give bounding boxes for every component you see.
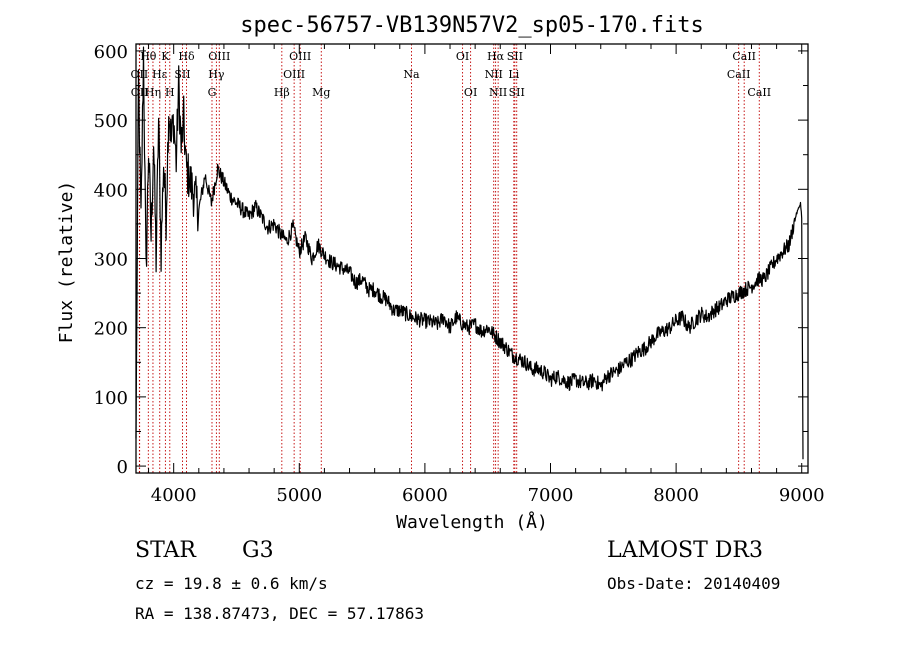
y-tick-label-2: 200 — [94, 319, 128, 340]
line-label-17: OI — [456, 50, 469, 63]
x-tick-label-3: 7000 — [528, 485, 574, 506]
chart-title: spec-56757-VB139N57V2_sp05-170.fits — [240, 13, 704, 38]
object-class: STAR — [135, 538, 196, 563]
y-tick-label-1: 100 — [94, 388, 128, 409]
line-label-10: Hγ — [208, 68, 225, 81]
redshift-text: cz = 19.8 ± 0.6 km/s — [135, 574, 328, 593]
x-tick-label-1: 5000 — [276, 485, 322, 506]
line-label-23: Li — [508, 68, 519, 81]
x-axis-ticks: 4000 5000 6000 7000 8000 9000 — [148, 44, 825, 506]
line-label-1: OII — [131, 68, 149, 81]
survey-name: LAMOST DR3 — [607, 538, 763, 563]
line-label-12: Hβ — [274, 86, 290, 99]
x-axis-label: Wavelength (Å) — [396, 511, 548, 533]
line-label-20: NII — [485, 68, 503, 81]
line-label-18: OI — [464, 86, 477, 99]
line-label-9: OIII — [208, 50, 230, 63]
line-label-27: CaII — [747, 86, 771, 99]
spectrum-series-line — [135, 46, 804, 460]
line-label-19: Hα — [487, 50, 505, 63]
line-label-13: OIII — [289, 50, 311, 63]
line-label-22: SII — [507, 50, 523, 63]
spectral-line-markers — [138, 44, 760, 473]
y-axis-ticks: 0 100 200 300 400 500 600 — [94, 42, 808, 478]
line-label-25: CaII — [732, 50, 756, 63]
x-tick-label-2: 6000 — [402, 485, 448, 506]
plot-frame — [135, 43, 809, 474]
object-subclass: G3 — [242, 538, 274, 563]
y-tick-label-5: 500 — [94, 111, 128, 132]
y-tick-label-3: 300 — [94, 250, 128, 271]
line-label-15: Mg — [312, 86, 330, 99]
line-label-11: G — [208, 86, 217, 99]
line-label-24: SII — [509, 86, 525, 99]
y-tick-label-0: 0 — [117, 457, 128, 478]
x-tick-label-4: 8000 — [653, 485, 699, 506]
line-label-5: K — [161, 50, 170, 63]
line-label-26: CaII — [727, 68, 751, 81]
y-tick-label-4: 400 — [94, 180, 128, 201]
line-label-8: Hδ — [178, 50, 195, 63]
line-label-4: Hε — [152, 68, 168, 81]
y-axis-label: Flux (relative) — [56, 181, 77, 344]
line-label-7: SII — [174, 68, 190, 81]
line-label-0: Hθ — [140, 50, 157, 63]
line-label-21: NII — [489, 86, 507, 99]
y-tick-label-6: 600 — [94, 42, 128, 63]
x-tick-label-0: 4000 — [151, 485, 197, 506]
x-tick-label-5: 9000 — [779, 485, 825, 506]
line-label-3: Hη — [145, 86, 161, 99]
line-label-6: H — [165, 86, 175, 99]
line-label-14: OIII — [283, 68, 305, 81]
obs-date-text: Obs-Date: 20140409 — [607, 574, 781, 593]
coordinates-text: RA = 138.87473, DEC = 57.17863 — [135, 604, 424, 623]
line-label-16: Na — [403, 68, 420, 81]
